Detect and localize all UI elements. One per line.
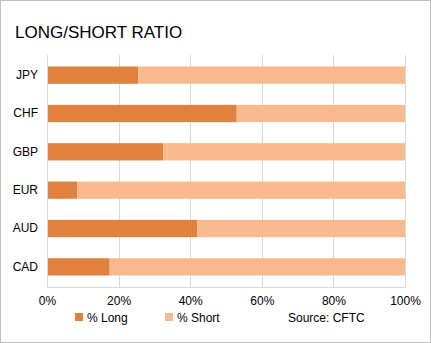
legend-swatch [75, 313, 83, 321]
grid [48, 55, 406, 287]
x-axis: 0% 20% 40% 60% 80% 100% [39, 287, 421, 308]
x-tick-label: 60% [250, 294, 274, 308]
y-tick-label: AUD [13, 221, 39, 235]
y-tick-label: GBP [13, 145, 38, 159]
legend-label: % Long [87, 311, 128, 325]
bar-segment [138, 67, 405, 84]
grid-line [190, 55, 191, 287]
y-axis-line [47, 56, 48, 288]
x-tick-label: 20% [107, 294, 131, 308]
bar-segment [47, 143, 163, 160]
bar-segment [77, 182, 405, 199]
bar-segment [110, 258, 405, 275]
legend: % Long % Short [75, 311, 220, 325]
grid-line [119, 55, 120, 287]
bar-segment [47, 182, 77, 199]
chart-border [1, 1, 431, 343]
y-tick-label: CAD [13, 260, 39, 274]
bar-segment [47, 67, 138, 84]
legend-swatch [165, 313, 173, 321]
x-axis-line [48, 287, 406, 288]
bar-segment [163, 143, 405, 160]
chart: LONG/SHORT RATIO 0% 20% 40% 60% 80% 100% JPY CHF… [0, 0, 431, 343]
grid-line [405, 55, 406, 287]
x-tick: 60% [250, 287, 274, 308]
bar-segment [197, 220, 405, 237]
title: LONG/SHORT RATIO [15, 23, 182, 42]
y-tick-label: CHF [13, 106, 38, 120]
grid-line [262, 55, 263, 287]
x-tick: 40% [179, 287, 203, 308]
y-tick: GBP [13, 145, 47, 159]
x-tick-label: 40% [179, 294, 203, 308]
y-tick: AUD [13, 221, 47, 235]
y-axis: JPY CHF GBP EUR AUD CAD [13, 56, 48, 288]
x-tick: 0% [39, 287, 57, 308]
x-tick: 80% [322, 287, 346, 308]
x-tick-label: 0% [39, 294, 57, 308]
bar-segment [47, 105, 237, 122]
y-tick: EUR [13, 183, 47, 197]
x-tick: 100% [390, 287, 421, 308]
bar-segment [47, 220, 197, 237]
annotation: Source: CFTC [288, 311, 365, 325]
y-tick: CAD [13, 260, 47, 274]
bars [47, 67, 405, 276]
x-tick: 20% [107, 287, 131, 308]
bar-segment [237, 105, 405, 122]
legend-label: % Short [177, 311, 220, 325]
y-tick: CHF [13, 106, 47, 120]
x-tick-label: 80% [322, 294, 346, 308]
grid-line [47, 55, 48, 287]
bar-segment [47, 258, 110, 275]
y-tick-label: EUR [13, 183, 39, 197]
y-tick: JPY [16, 68, 47, 82]
grid-line [333, 55, 334, 287]
y-tick-label: JPY [16, 68, 38, 82]
x-tick-label: 100% [390, 294, 421, 308]
